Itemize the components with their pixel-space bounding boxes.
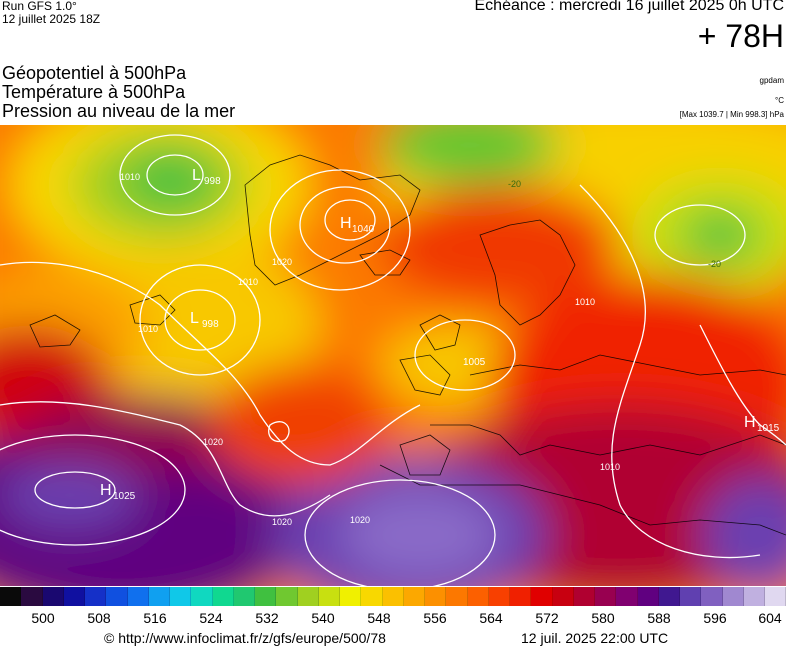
colorbar-swatch (701, 587, 723, 606)
run-label: Run GFS 1.0° (2, 0, 77, 13)
colorbar-swatch (531, 587, 553, 606)
colorbar-swatch (106, 587, 128, 606)
isobar-label: 1020 (272, 517, 292, 527)
colorbar-swatch (467, 587, 489, 606)
colorbar-swatch (148, 587, 170, 606)
colorbar-swatch (722, 587, 744, 606)
colorbar-swatch (765, 587, 786, 606)
field-geopotential-title: Géopotentiel à 500hPa (2, 63, 187, 83)
colorbar-swatch (382, 587, 404, 606)
isobar-label: 1010 (238, 277, 258, 287)
low-center-north-sea-value: 1005 (463, 357, 486, 368)
pressure-center-labels: L 998 L 998 H 1040 H 1025 H 1015 1005 (100, 167, 780, 502)
colorbar-swatch (191, 587, 213, 606)
colorbar-swatch (403, 587, 425, 606)
unit-temperature: °C (775, 96, 784, 105)
colorbar-swatch (510, 587, 532, 606)
isotherm-label: -20 (508, 179, 521, 189)
lead-time: + 78H (697, 18, 784, 54)
colorbar-swatch (318, 587, 340, 606)
colorbar-swatch (552, 587, 574, 606)
colorbar-swatch (637, 587, 659, 606)
field-pressure-title: Pression au niveau de la mer (2, 101, 236, 121)
colorbar-tick: 532 (255, 610, 279, 626)
isobar-label: 1010 (600, 462, 620, 472)
isobar-label: 1010 (120, 172, 140, 182)
colorbar-tick: 580 (591, 610, 615, 626)
colorbar-swatch (212, 587, 234, 606)
high-center-east-value: 1015 (757, 423, 780, 434)
colorbar-swatch (446, 587, 468, 606)
colorbar-tick: 516 (143, 610, 167, 626)
colorbar-swatch (340, 587, 362, 606)
colorbar-swatch (680, 587, 702, 606)
colorbar-swatch (0, 587, 22, 606)
weather-map: L 998 L 998 H 1040 H 1025 H 1015 1005 10… (0, 125, 786, 586)
low-center-greenland: L (192, 167, 201, 184)
high-center-azores: H (100, 482, 112, 499)
isotherm-label: -20 (708, 259, 721, 269)
colorbar-swatch (127, 587, 149, 606)
colorbar-swatch (616, 587, 638, 606)
isobar-label: 1010 (575, 297, 595, 307)
colorbar-tick: 604 (758, 610, 782, 626)
colorbar-tick: 540 (311, 610, 335, 626)
colorbar-swatch (658, 587, 680, 606)
colorbar-swatch (573, 587, 595, 606)
isobar-labels: 1010 1010 1020 1020 1010 1020 1020 1010 … (120, 172, 620, 527)
colorbar-tick: 556 (423, 610, 447, 626)
isobars (0, 134, 786, 586)
colorbar-tick: 524 (199, 610, 223, 626)
colorbar-swatch (170, 587, 192, 606)
colorbar (0, 587, 786, 606)
generated-timestamp: 12 juil. 2025 22:00 UTC (521, 630, 669, 646)
high-center-iceland: H (340, 215, 352, 232)
source-url: © http://www.infoclimat.fr/z/gfs/europe/… (104, 630, 386, 646)
high-center-east: H (744, 414, 756, 431)
high-center-azores-value: 1025 (113, 491, 136, 502)
forecast-valid-time: Echéance : mercredi 16 juillet 2025 0h U… (474, 0, 785, 14)
colorbar-tick: 572 (535, 610, 559, 626)
colorbar-tick: 548 (367, 610, 391, 626)
colorbar-swatch (595, 587, 617, 606)
colorbar-swatch (276, 587, 298, 606)
colorbar-swatch (233, 587, 255, 606)
colorbar-tick: 596 (703, 610, 727, 626)
colorbar-swatch (488, 587, 510, 606)
colorbar-tick: 508 (87, 610, 111, 626)
colorbar-swatch (425, 587, 447, 606)
isobar-label: 1020 (272, 257, 292, 267)
coastlines (29, 154, 786, 536)
colorbar-swatch (743, 587, 765, 606)
colorbar-swatch (85, 587, 107, 606)
colorbar-swatch (361, 587, 383, 606)
high-center-iceland-value: 1040 (352, 224, 375, 235)
low-center-atlantic-value: 998 (202, 319, 219, 330)
colorbar-tick: 588 (647, 610, 671, 626)
isobar-label: 1020 (203, 437, 223, 447)
isotherm-labels: -20 -20 (508, 179, 721, 269)
unit-geopotential: gpdam (759, 76, 784, 85)
colorbar-tick: 564 (479, 610, 503, 626)
isobar-label: 1010 (138, 324, 158, 334)
low-center-greenland-value: 998 (204, 176, 221, 187)
low-center-atlantic: L (190, 310, 199, 327)
run-date: 12 juillet 2025 18Z (2, 12, 101, 26)
colorbar-tick: 500 (31, 610, 55, 626)
colorbar-swatch (42, 587, 64, 606)
pressure-range: [Max 1039.7 | Min 998.3] hPa (679, 110, 784, 119)
colorbar-swatch (21, 587, 43, 606)
colorbar-swatch (297, 587, 319, 606)
field-temperature-title: Température à 500hPa (2, 82, 186, 102)
colorbar-swatch (63, 587, 85, 606)
isobar-label: 1020 (350, 515, 370, 525)
geopotential-field (0, 125, 786, 586)
colorbar-swatch (255, 587, 277, 606)
